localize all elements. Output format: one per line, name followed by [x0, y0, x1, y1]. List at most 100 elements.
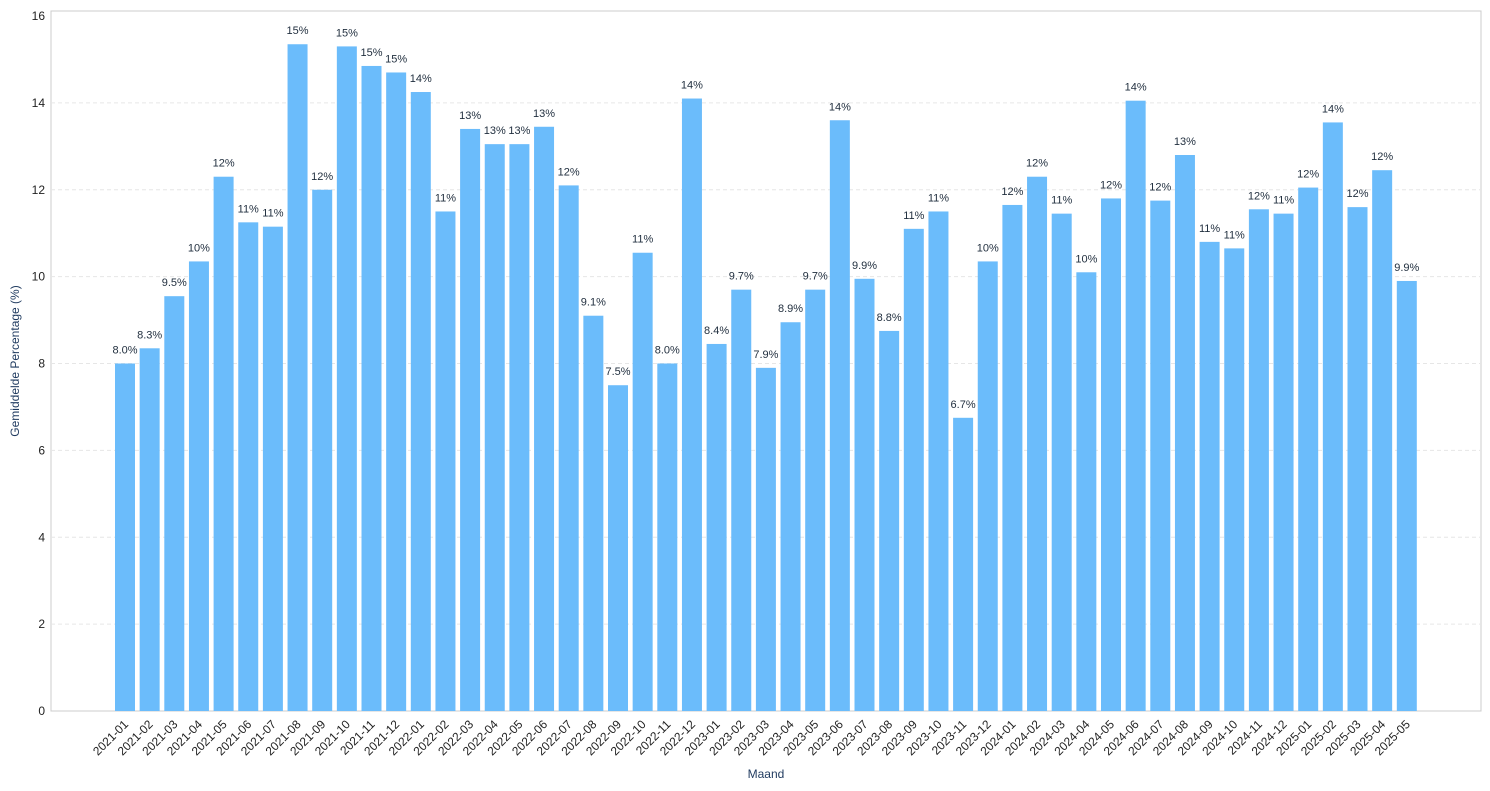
bar-value-label: 12% — [1346, 188, 1368, 200]
bar-value-label: 11% — [632, 234, 653, 246]
x-axis-ticks: 2021-012021-022021-032021-042021-052021-… — [90, 717, 1413, 758]
bar-value-label: 8.4% — [704, 325, 729, 337]
bar — [1076, 272, 1097, 711]
bar-value-label: 9.9% — [852, 260, 877, 272]
bar — [484, 144, 505, 711]
bar-value-label: 11% — [928, 192, 949, 204]
bar-value-label: 9.7% — [803, 271, 828, 283]
y-tick-label: 14 — [32, 96, 46, 110]
y-tick-label: 16 — [32, 9, 46, 23]
bar-value-label: 9.7% — [729, 271, 754, 283]
bar — [632, 252, 653, 711]
bar-value-label: 12% — [1026, 158, 1048, 170]
bar — [287, 44, 308, 711]
bar-value-label: 15% — [336, 27, 358, 39]
bar — [1322, 122, 1343, 711]
bar — [681, 98, 702, 711]
y-tick-label: 12 — [32, 183, 46, 197]
bar — [534, 126, 555, 711]
bar-value-label: 15% — [287, 25, 309, 37]
bar-value-label: 13% — [484, 125, 506, 137]
bar-value-label: 11% — [238, 203, 259, 215]
bar — [879, 330, 900, 711]
bar-value-label: 13% — [1174, 136, 1196, 148]
y-tick-label: 4 — [38, 530, 45, 544]
bar — [1101, 198, 1121, 711]
bar — [509, 144, 530, 711]
bar — [657, 363, 678, 711]
bar-value-label: 11% — [1199, 223, 1220, 235]
bar-value-label: 12% — [1297, 169, 1319, 181]
bar — [1372, 170, 1393, 711]
bar — [780, 322, 801, 711]
bar-value-label: 9.9% — [1394, 262, 1419, 274]
bar — [829, 120, 850, 711]
bar-value-label: 6.7% — [951, 399, 976, 411]
bar — [1199, 241, 1220, 711]
bar-value-label: 14% — [681, 80, 703, 92]
bar — [558, 185, 579, 711]
y-tick-label: 10 — [32, 270, 46, 284]
bar-value-label: 10% — [977, 242, 999, 254]
bar-value-label: 14% — [410, 73, 432, 85]
bar-value-label: 8.0% — [655, 345, 680, 357]
bar — [238, 222, 259, 711]
bar-value-label: 14% — [1322, 103, 1344, 115]
bar-value-label: 11% — [1051, 195, 1072, 207]
bar — [336, 46, 357, 711]
y-axis-ticks: 0 2 4 6 8 10 12 14 16 — [32, 9, 46, 718]
bar-value-label: 9.5% — [162, 277, 187, 289]
bar — [435, 211, 456, 711]
bar-value-label: 11% — [435, 192, 456, 204]
bar — [115, 363, 135, 711]
bar — [1347, 207, 1368, 711]
bar-value-label: 12% — [213, 158, 235, 170]
bar — [410, 92, 431, 711]
bar — [977, 261, 998, 711]
x-axis-label: Maand — [748, 767, 785, 781]
bar — [213, 176, 234, 711]
bar-value-label: 8.3% — [137, 329, 162, 341]
bar — [1051, 213, 1072, 711]
bar — [164, 296, 185, 711]
bar — [1125, 100, 1146, 711]
bar — [1224, 248, 1245, 711]
bar-value-label: 11% — [262, 208, 283, 220]
y-tick-label: 0 — [38, 704, 45, 718]
bars — [115, 44, 1417, 711]
bar — [1298, 187, 1319, 711]
bar-value-label: 13% — [459, 110, 481, 122]
bar — [262, 226, 283, 711]
bar-value-label: 8.8% — [877, 312, 902, 324]
bar-value-label: 13% — [533, 108, 555, 120]
bar-value-label: 12% — [1149, 182, 1171, 194]
bar-value-label: 12% — [311, 171, 333, 183]
bar — [1150, 200, 1171, 711]
bar-value-label: 12% — [1371, 151, 1393, 163]
data-labels: 8.0%8.3%9.5%10%12%11% 11%15%12%15%15%15%1… — [112, 25, 1419, 411]
bar-value-label: 7.9% — [753, 349, 778, 361]
bar-value-label: 8.0% — [112, 345, 137, 357]
bar-value-label: 11% — [1273, 195, 1294, 207]
bar-value-label: 12% — [1248, 190, 1270, 202]
y-tick-label: 8 — [38, 357, 45, 371]
bar-value-label: 12% — [558, 166, 580, 178]
bar — [805, 289, 826, 711]
bar — [139, 348, 160, 711]
bar-value-label: 8.9% — [778, 303, 803, 315]
bar — [386, 72, 407, 711]
bar — [706, 343, 727, 711]
bar-value-label: 13% — [508, 125, 530, 137]
y-tick-label: 6 — [38, 443, 45, 457]
bar-value-label: 14% — [1125, 82, 1147, 94]
bar — [1396, 280, 1417, 711]
y-axis-label: Gemiddelde Percentage (%) — [8, 285, 22, 436]
bar-value-label: 10% — [188, 242, 210, 254]
bar — [1248, 209, 1269, 711]
bar — [312, 189, 333, 711]
bar-value-label: 9.1% — [581, 297, 606, 309]
bar — [361, 65, 382, 711]
bar-value-label: 11% — [903, 210, 924, 222]
bar — [755, 367, 776, 711]
